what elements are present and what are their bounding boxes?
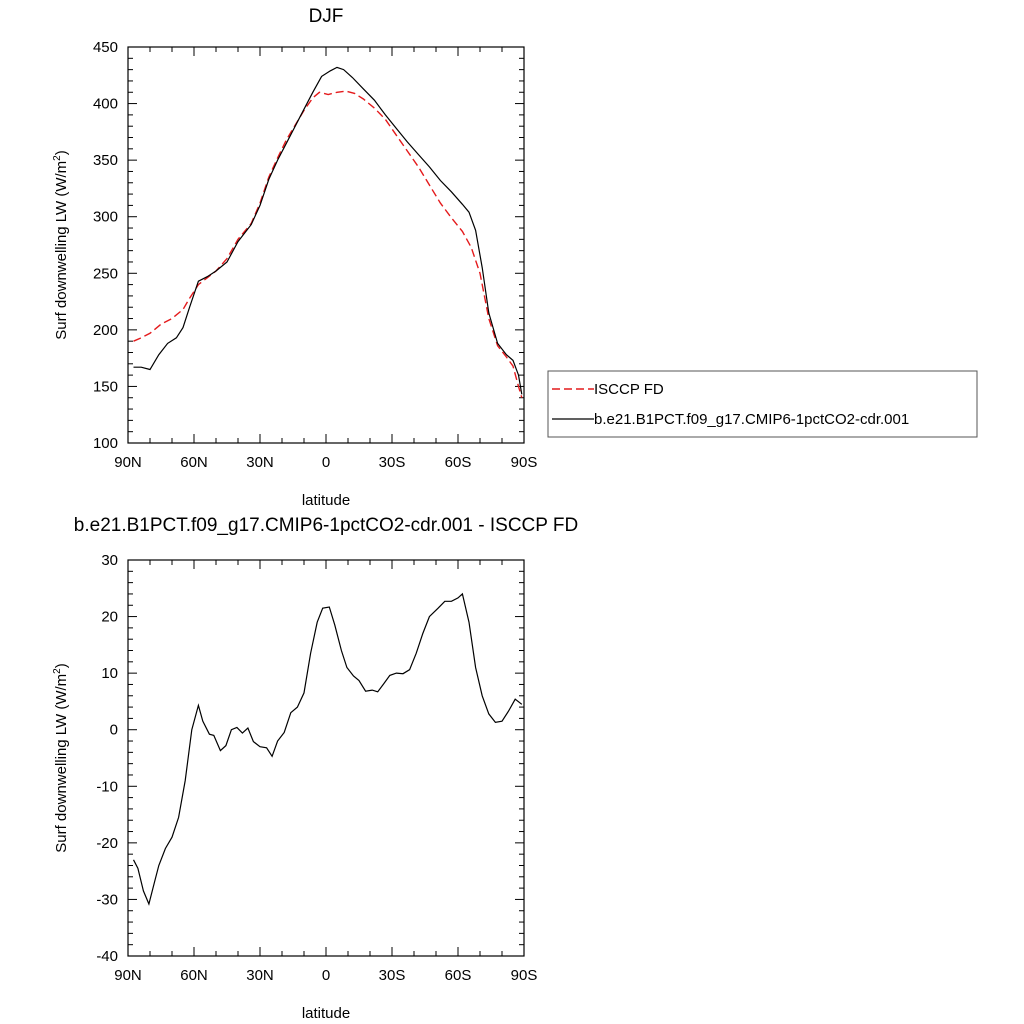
top-panel-ticks [127,46,525,444]
bottom-panel-ylabel: Surf downwelling LW (W/m2) [52,663,70,853]
bottom-ytick-label: -30 [96,891,118,908]
bottom-panel-series [132,592,523,906]
bottom-ytick-label: 10 [101,665,118,682]
top-ytick-label: 450 [93,39,118,56]
top-panel-series [133,66,523,398]
bottom-panel: b.e21.B1PCT.f09_g17.CMIP6-1pctCO2-cdr.00… [52,515,578,1022]
bottom-xtick-label: 90S [511,967,538,984]
top-xtick-label: 60N [180,454,208,471]
bottom-xtick-label: 60S [445,967,472,984]
bottom-panel-ticks [127,559,525,957]
top-ytick-label: 250 [93,265,118,282]
bottom-xtick-label: 90N [114,967,142,984]
top-xtick-label: 90N [114,454,142,471]
top-series-line-0 [133,90,523,398]
top-xtick-label: 0 [322,454,330,471]
bottom-ytick-label: 20 [101,609,118,626]
top-xtick-label: 30N [246,454,274,471]
top-xtick-label: 60S [445,454,472,471]
bottom-xtick-label: 0 [322,967,330,984]
top-panel-ylabel: Surf downwelling LW (W/m2) [52,150,70,340]
bottom-panel-title: b.e21.B1PCT.f09_g17.CMIP6-1pctCO2-cdr.00… [74,515,578,536]
bottom-panel-xlabel: latitude [302,1005,350,1022]
legend-label-isccp: ISCCP FD [594,381,664,398]
bottom-ytick-label: -40 [96,948,118,965]
top-ytick-label: 400 [93,96,118,113]
top-ytick-label: 200 [93,322,118,339]
legend-label-model: b.e21.B1PCT.f09_g17.CMIP6-1pctCO2-cdr.00… [594,411,909,428]
bottom-ytick-label: -20 [96,835,118,852]
bottom-xtick-label: 30N [246,967,274,984]
bottom-series-line-0 [132,592,523,906]
top-ytick-label: 300 [93,209,118,226]
top-ytick-label: 100 [93,435,118,452]
top-ytick-label: 350 [93,152,118,169]
bottom-panel-frame [127,559,525,957]
bottom-ytick-label: -10 [96,778,118,795]
top-panel-xlabel: latitude [302,492,350,509]
legend: ISCCP FD b.e21.B1PCT.f09_g17.CMIP6-1pctC… [547,370,978,438]
bottom-xtick-label: 60N [180,967,208,984]
bottom-ytick-label: 30 [101,552,118,569]
top-panel-title: DJF [309,6,344,27]
top-panel-frame [127,46,525,444]
bottom-xtick-label: 30S [379,967,406,984]
legend-box [547,370,978,438]
top-series-line-1 [133,66,523,395]
top-ytick-label: 150 [93,378,118,395]
bottom-ytick-label: 0 [110,722,118,739]
top-xtick-label: 90S [511,454,538,471]
top-xtick-label: 30S [379,454,406,471]
top-panel: DJF latitude Surf downwelling LW (W/m2) … [52,6,537,509]
